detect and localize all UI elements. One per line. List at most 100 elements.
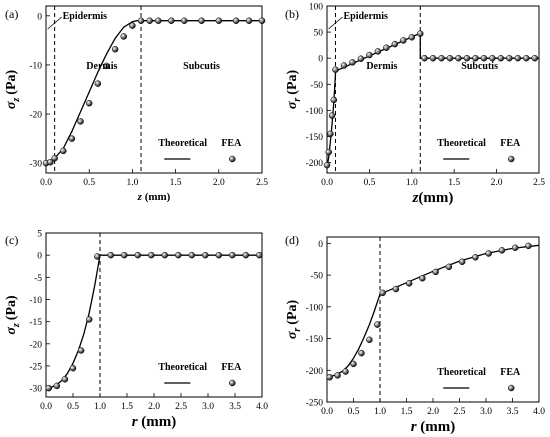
y-tick-label: 5 [37, 230, 42, 240]
x-tick-label: 3.0 [202, 402, 214, 412]
fea-point [511, 244, 519, 252]
x-axis-unit: (mm) [142, 191, 171, 203]
fea-point [379, 289, 386, 297]
x-tick-label: 1.0 [94, 402, 106, 412]
y-tick-label: -150 [306, 335, 324, 345]
x-tick-label: 2.0 [148, 402, 160, 412]
x-tick-label: 0.5 [363, 178, 375, 188]
fea-point [161, 251, 169, 259]
x-tick-label: 4.0 [256, 402, 268, 412]
fea-point [445, 263, 453, 271]
fea-point [53, 382, 61, 390]
fea-point [408, 34, 416, 41]
fea-point [155, 17, 162, 24]
x-tick-label: 2.0 [491, 178, 503, 188]
x-tick-label: 1.0 [126, 178, 138, 188]
fea-point [175, 251, 182, 259]
y-axis-label: σr (Pa) [285, 70, 303, 110]
fea-point [340, 62, 348, 69]
x-tick-label: 3.0 [480, 407, 492, 417]
fea-point [374, 48, 382, 55]
y-axis-unit: (Pa) [285, 300, 300, 325]
fea-point [328, 112, 336, 119]
panel-label: (d) [285, 233, 299, 247]
fea-point [523, 54, 530, 62]
y-tick-label: -100 [306, 303, 324, 313]
region-label-epidermis: Epidermis [343, 11, 388, 22]
x-tick-label: 3.5 [229, 402, 241, 412]
x-axis-unit: (mm) [138, 414, 177, 430]
fea-point [51, 155, 58, 162]
fea-point [458, 258, 466, 265]
x-tick-label: 4.0 [533, 407, 545, 417]
y-axis-label: σz (Pa) [4, 70, 22, 110]
legend-fea-marker [507, 384, 515, 392]
y-tick-label: 0 [37, 12, 42, 22]
y-axis-unit: (Pa) [4, 295, 19, 320]
x-tick-label: 2.5 [454, 407, 466, 417]
panel-label: (a) [5, 7, 18, 21]
y-tick-label: -10 [29, 296, 42, 306]
fea-point [366, 51, 373, 59]
x-tick-label: 1.5 [121, 402, 133, 412]
y-axis-symbol: σ [285, 101, 300, 109]
y-tick-label: -25 [29, 362, 42, 372]
x-tick-label: 2.0 [427, 407, 439, 417]
legend-fea-label: FEA [500, 138, 521, 149]
fea-point [85, 316, 93, 323]
fea-point [446, 54, 454, 62]
fea-point [350, 360, 357, 368]
x-axis-unit: (mm) [418, 190, 453, 206]
legend-theoretical-label: Theoretical [158, 138, 207, 149]
y-tick-label: 100 [309, 3, 324, 13]
x-tick-label: 1.0 [406, 178, 418, 188]
fea-point [85, 100, 93, 107]
x-tick-label: 0.5 [67, 402, 79, 412]
fea-point [498, 247, 506, 254]
fea-point [400, 37, 407, 44]
x-axis-label: r (mm) [132, 414, 177, 430]
y-tick-label: -200 [306, 159, 324, 169]
fea-point [419, 275, 426, 282]
x-tick-label: 0.5 [83, 178, 95, 188]
y-axis-subscript: z [11, 323, 22, 328]
fea-point [242, 251, 250, 259]
chart-panel-3: (c) 0.0 0.5 1.0 1.5 2.0 2.5 3.0 3.5 4.0 5 0 -5 -10 -15… [4, 230, 268, 431]
fea-point [334, 372, 341, 379]
fea-point [330, 96, 338, 104]
x-axis-variable: r [132, 414, 138, 430]
x-axis-unit: (mm) [417, 419, 456, 435]
fea-point [506, 54, 513, 62]
fea-point [323, 161, 331, 169]
fea-point [472, 254, 479, 261]
legend-fea-marker [229, 379, 236, 387]
fea-point [438, 54, 445, 62]
x-tick-label: 2.5 [256, 178, 268, 188]
x-tick-label: 0.0 [40, 178, 52, 188]
fea-point [245, 17, 253, 24]
fea-point [77, 118, 84, 125]
fea-point [480, 54, 488, 62]
x-tick-label: 1.5 [448, 178, 460, 188]
x-tick-label: 0.0 [40, 402, 52, 412]
region-label-dermis: Dermis [366, 61, 397, 72]
fea-point [455, 54, 462, 62]
region-label-dermis: Dermis [86, 61, 117, 72]
legend-fea-label: FEA [221, 138, 242, 149]
fea-point [326, 374, 333, 381]
fea-point [429, 54, 437, 62]
y-tick-label: -5 [34, 274, 42, 284]
fea-point [69, 364, 77, 372]
region-label-epidermis: Epidermis [63, 11, 108, 22]
fea-point [392, 285, 400, 293]
fea-point [489, 54, 496, 62]
fea-point [332, 66, 339, 73]
y-tick-label: -250 [306, 399, 324, 409]
chart-panel-1: (a)0.0 0.5 1.0 1.5 2.0 2.50-10-20-30z (mm)σz(… [4, 5, 268, 203]
fea-point [198, 17, 205, 24]
fea-point [366, 336, 373, 344]
x-tick-label: 2.0 [213, 178, 225, 188]
x-tick-label: 1.0 [374, 407, 386, 417]
fea-point [405, 280, 413, 287]
x-axis-variable: z [412, 190, 419, 206]
